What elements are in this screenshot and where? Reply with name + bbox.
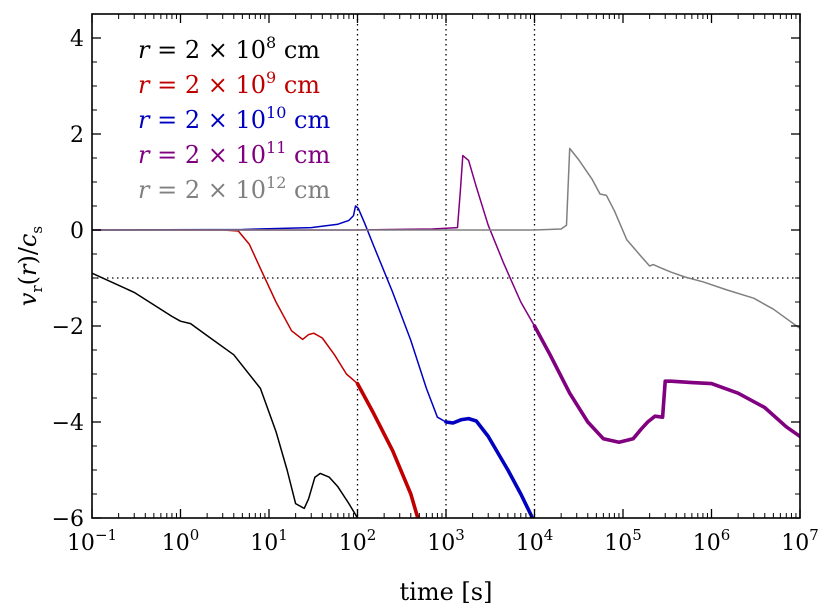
legend-entry: r = 2 × 108 cm: [138, 33, 320, 64]
x-axis-title: time [s]: [400, 578, 493, 606]
series-line-thick-3: [532, 324, 800, 445]
series-line-2: [92, 205, 447, 423]
x-tick-label: 10−1: [67, 526, 117, 556]
axis-ticks: 10−1 100 101 102 103 104 105 106 107 −6 −4 −2 0 2 4: [52, 13, 819, 556]
legend-entry: r = 2 × 1011 cm: [138, 138, 330, 169]
legend-entry: r = 2 × 109 cm: [138, 68, 320, 99]
series-line-3: [92, 154, 536, 327]
series-line-thick-1: [355, 381, 420, 518]
x-tick-label: 101: [250, 526, 288, 556]
legend-entry: r = 2 × 1012 cm: [138, 173, 330, 204]
y-tick-label: 4: [70, 27, 84, 52]
series-line-4: [92, 147, 800, 330]
x-tick-label: 100: [162, 526, 200, 556]
y-tick-label: −4: [52, 411, 84, 436]
series-line-0: [92, 272, 359, 518]
x-tick-label: 103: [427, 526, 465, 556]
y-tick-label: −2: [52, 315, 84, 340]
y-tick-label: −6: [52, 507, 84, 532]
legend: r = 2 × 108 cm r = 2 × 109 cm r = 2 × 1010…: [138, 33, 330, 204]
x-tick-label: 107: [781, 526, 819, 556]
y-tick-label: 0: [70, 219, 84, 244]
reference-lines: [92, 14, 800, 518]
x-tick-label: 105: [604, 526, 642, 556]
x-tick-label: 106: [693, 526, 731, 556]
x-tick-label: 104: [516, 526, 554, 556]
legend-entry: r = 2 × 1010 cm: [138, 103, 330, 134]
y-tick-label: 2: [70, 123, 84, 148]
y-axis-title: vr(r)/cs: [14, 226, 46, 306]
x-tick-label: 102: [339, 526, 377, 556]
series-layer: [92, 147, 800, 518]
series-line-thick-2: [444, 416, 535, 518]
